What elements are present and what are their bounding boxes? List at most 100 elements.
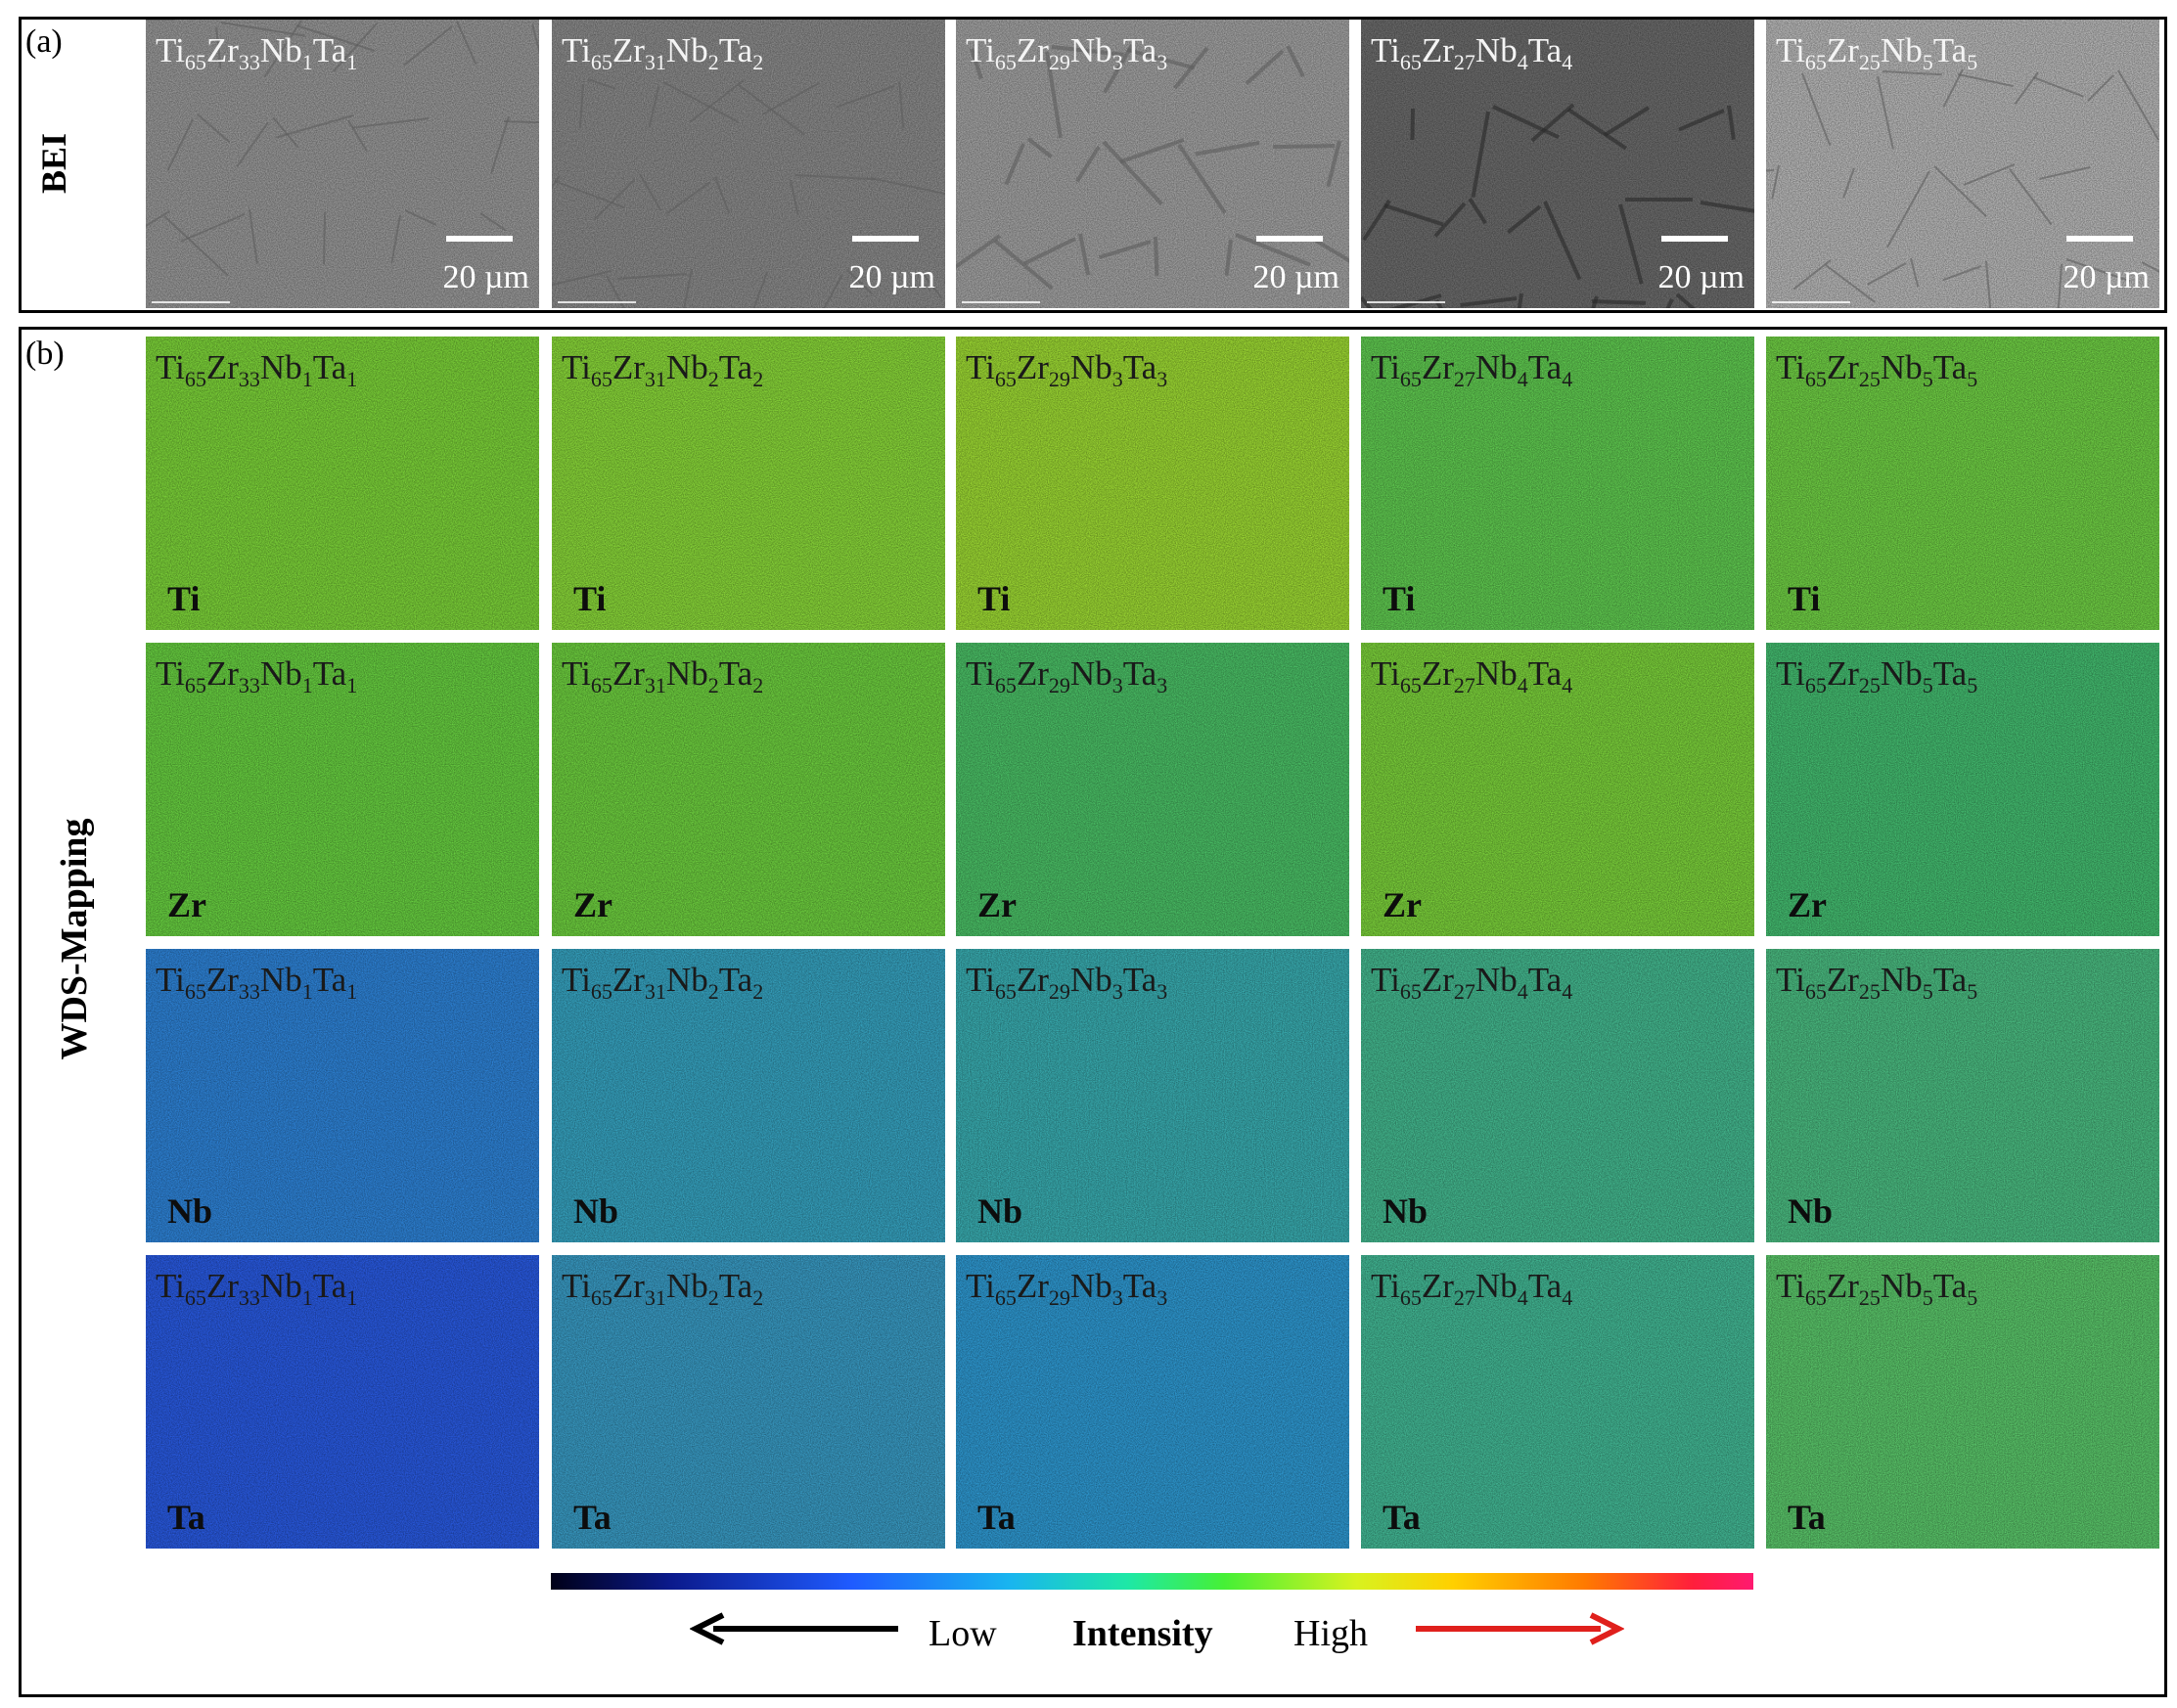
formula-element-symbol: Zr [1421, 1267, 1454, 1305]
formula-element-symbol: Ta [1932, 1267, 1968, 1305]
formula-element-symbol: Zr [205, 654, 239, 693]
formula-subscript: 1 [301, 673, 313, 697]
formula-subscript: 5 [1922, 673, 1933, 697]
formula-element-symbol: Ta [312, 31, 347, 69]
micrograph-info-bar [558, 301, 636, 303]
formula-subscript: 25 [1858, 673, 1881, 697]
formula-element-symbol: Ti [966, 348, 995, 386]
formula-element-symbol: Zr [1421, 961, 1454, 999]
formula-element-symbol: Zr [612, 1267, 645, 1305]
formula-subscript: 1 [301, 1285, 313, 1310]
formula-element-symbol: Ti [1371, 31, 1400, 69]
intensity-title: Intensity [1072, 1613, 1213, 1654]
formula-element-symbol: Ta [1122, 961, 1157, 999]
wds-map-ta: Ti65Zr33Nb1Ta1 Ta [146, 1255, 539, 1549]
map-element-label: Ta [573, 1498, 612, 1537]
formula-element-symbol: Zr [1016, 348, 1049, 386]
formula-element-symbol: Zr [1421, 348, 1454, 386]
formula-subscript: 27 [1453, 673, 1475, 697]
map-composition-label: Ti65Zr27Nb4Ta4 [1371, 656, 1572, 697]
formula-subscript: 2 [752, 50, 764, 74]
formula-subscript: 31 [644, 367, 666, 391]
formula-element-symbol: Nb [1069, 348, 1112, 386]
formula-element-symbol: Ta [1932, 31, 1968, 69]
formula-subscript: 3 [1111, 673, 1123, 697]
formula-element-symbol: Nb [1069, 654, 1112, 693]
wds-map-ti: Ti65Zr31Nb2Ta2 Ti [552, 337, 945, 630]
map-composition-label: Ti65Zr31Nb2Ta2 [562, 1267, 763, 1309]
map-composition-label: Ti65Zr25Nb5Ta5 [1776, 350, 1977, 390]
map-composition-label: Ti65Zr33Nb1Ta1 [156, 348, 357, 390]
wds-map-nb: Ti65Zr29Nb3Ta3 Nb [956, 949, 1349, 1242]
formula-element-symbol: Zr [1016, 1267, 1049, 1305]
formula-subscript: 29 [1048, 979, 1070, 1004]
formula-element-symbol: Ta [1527, 31, 1563, 69]
formula-element-symbol: Zr [1826, 31, 1859, 69]
formula-subscript: 2 [752, 673, 764, 697]
formula-subscript: 3 [1157, 50, 1168, 74]
formula-element-symbol: Nb [1880, 31, 1923, 69]
formula-subscript: 1 [301, 979, 313, 1004]
formula-subscript: 65 [590, 50, 612, 74]
formula-element-symbol: Ta [718, 654, 753, 693]
formula-subscript: 5 [1967, 50, 1978, 74]
formula-subscript: 2 [752, 1285, 764, 1310]
formula-subscript: 1 [346, 673, 358, 697]
formula-subscript: 25 [1858, 1285, 1881, 1310]
map-element-label: Ta [1383, 1498, 1421, 1537]
wds-map-ti: Ti65Zr29Nb3Ta3 Ti [956, 337, 1349, 630]
wds-mapping-row-label: WDS-Mapping [54, 818, 95, 1060]
wds-map-ti: Ti65Zr25Nb5Ta5 Ti [1766, 337, 2159, 630]
scale-bar [1661, 236, 1728, 242]
map-element-label: Nb [1383, 1191, 1429, 1231]
formula-subscript: 4 [1562, 673, 1573, 697]
formula-subscript: 4 [1517, 50, 1528, 74]
formula-element-symbol: Nb [1069, 31, 1112, 69]
formula-subscript: 65 [1399, 673, 1422, 697]
map-element-label: Ta [167, 1498, 205, 1537]
formula-subscript: 25 [1858, 50, 1881, 74]
formula-subscript: 65 [184, 979, 206, 1004]
map-element-label: Ti [1383, 579, 1416, 618]
low-arrow-icon [690, 1612, 898, 1645]
wds-map-zr: Ti65Zr25Nb5Ta5 Zr [1766, 643, 2159, 936]
formula-element-symbol: Ta [1932, 961, 1968, 999]
formula-subscript: 33 [238, 673, 260, 697]
formula-element-symbol: Zr [205, 961, 239, 999]
formula-subscript: 29 [1048, 673, 1070, 697]
formula-element-symbol: Ti [156, 348, 185, 386]
map-element-label: Zr [1788, 885, 1827, 924]
wds-map-ta: Ti65Zr27Nb4Ta4 Ta [1361, 1255, 1754, 1549]
wds-map-nb: Ti65Zr33Nb1Ta1 Nb [146, 949, 539, 1242]
formula-element-symbol: Ti [966, 1267, 995, 1305]
formula-subscript: 1 [346, 979, 358, 1004]
formula-subscript: 65 [590, 673, 612, 697]
scale-bar [2066, 236, 2133, 242]
formula-subscript: 65 [184, 50, 206, 74]
formula-element-symbol: Nb [1069, 1267, 1112, 1305]
formula-subscript: 65 [994, 673, 1017, 697]
formula-element-symbol: Ta [718, 31, 753, 69]
formula-subscript: 1 [346, 1285, 358, 1310]
formula-subscript: 2 [707, 50, 719, 74]
formula-element-symbol: Ti [1371, 348, 1400, 386]
bei-micrograph: Ti65Zr29Nb3Ta3 20 µm [956, 20, 1349, 308]
formula-subscript: 2 [707, 979, 719, 1004]
formula-element-symbol: Ti [562, 1267, 591, 1305]
map-composition-label: Ti65Zr27Nb4Ta4 [1371, 348, 1572, 390]
micrograph-info-bar [1367, 301, 1445, 303]
formula-element-symbol: Ti [156, 654, 185, 693]
formula-subscript: 31 [644, 979, 666, 1004]
map-element-label: Zr [167, 885, 206, 924]
formula-element-symbol: Nb [665, 654, 708, 693]
formula-element-symbol: Ti [1776, 654, 1805, 693]
formula-subscript: 5 [1967, 1285, 1978, 1310]
map-composition-label: Ti65Zr29Nb3Ta3 [966, 348, 1167, 390]
formula-element-symbol: Ti [562, 348, 591, 386]
formula-element-symbol: Ta [1122, 654, 1157, 693]
formula-element-symbol: Zr [205, 31, 239, 69]
formula-subscript: 1 [301, 50, 313, 74]
bei-micrograph: Ti65Zr27Nb4Ta4 20 µm [1361, 20, 1754, 308]
formula-element-symbol: Ta [1527, 348, 1563, 386]
formula-element-symbol: Nb [259, 348, 302, 386]
